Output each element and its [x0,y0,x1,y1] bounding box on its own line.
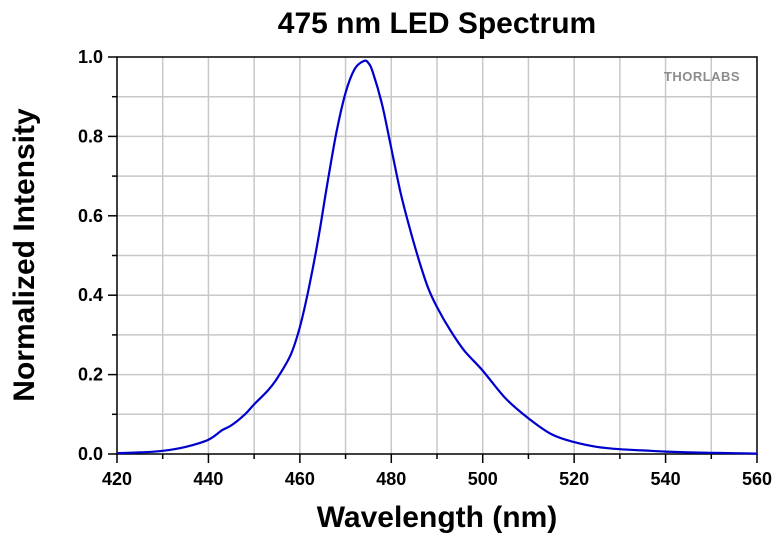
y-tick-label: 0.4 [78,285,103,305]
y-tick-label: 0.8 [78,126,103,146]
thorlabs-logo: THORLABS [664,69,740,84]
y-tick-label: 0.6 [78,206,103,226]
x-tick-label: 500 [468,469,498,489]
x-tick-label: 460 [285,469,315,489]
x-tick-label: 560 [742,469,772,489]
x-tick-label: 520 [559,469,589,489]
y-tick-label: 0.0 [78,444,103,464]
x-tick-label: 440 [193,469,223,489]
y-axis-label: Normalized Intensity [8,108,41,402]
x-tick-label: 540 [651,469,681,489]
grid [117,57,757,454]
chart-title: 475 nm LED Spectrum [278,7,596,40]
x-tick-label: 420 [102,469,132,489]
plot-frame [116,56,758,455]
y-tick-label: 0.2 [78,365,103,385]
axis-ticks [108,56,758,463]
series-line [116,59,758,455]
x-tick-label: 480 [376,469,406,489]
tick-labels: 420 440 460 480 500 520 540 560 0.0 0.2 0.4 0.6 0.8 1… [78,47,772,489]
x-axis-label: Wavelength (nm) [317,501,558,534]
y-tick-label: 1.0 [78,47,103,67]
